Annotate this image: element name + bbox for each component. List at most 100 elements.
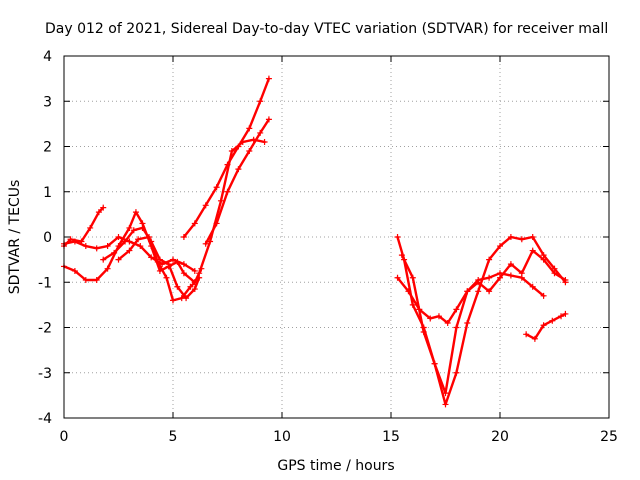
data-point — [529, 247, 536, 254]
data-point — [453, 306, 460, 313]
data-point — [486, 288, 493, 295]
data-point — [132, 209, 139, 216]
data-point — [174, 283, 181, 290]
data-point — [464, 288, 471, 295]
data-point — [163, 274, 170, 281]
data-point — [191, 286, 198, 293]
data-point — [562, 276, 569, 283]
data-point — [82, 276, 89, 283]
data-point — [453, 369, 460, 376]
tick-layer: 0 5 10 15 20 25 -4 -3 -2 -1 0 1 2 3 4 — [38, 49, 618, 445]
data-point — [135, 236, 142, 243]
data-point — [191, 279, 198, 286]
data-point — [67, 236, 74, 243]
data-point — [405, 288, 412, 295]
data-point — [427, 315, 434, 322]
data-point — [178, 295, 185, 302]
series-track-8 — [196, 136, 268, 277]
data-point — [191, 267, 198, 274]
data-point — [93, 276, 100, 283]
data-point — [409, 274, 416, 281]
data-point — [126, 247, 133, 254]
data-point — [87, 224, 94, 231]
data-point — [93, 245, 100, 252]
data-point — [228, 148, 235, 155]
y-tick-label: 0 — [43, 230, 52, 246]
data-point — [100, 204, 107, 211]
data-point — [148, 254, 155, 261]
y-tick-label: 4 — [43, 49, 52, 65]
data-point — [442, 401, 449, 408]
data-point — [104, 265, 111, 272]
series-track-5 — [115, 234, 198, 304]
series-line — [400, 249, 567, 395]
series-line — [62, 206, 105, 248]
data-point — [398, 252, 405, 259]
data-point — [139, 224, 146, 231]
data-point — [207, 238, 214, 245]
series-track-1 — [61, 234, 198, 274]
x-tick-label: 15 — [382, 429, 400, 445]
data-point — [100, 256, 107, 263]
data-point — [257, 98, 264, 105]
data-point — [442, 390, 449, 397]
series-track-11 — [398, 247, 569, 397]
data-point — [475, 279, 482, 286]
data-point — [130, 227, 137, 234]
data-point — [95, 209, 102, 216]
data-point — [250, 136, 257, 143]
data-point — [115, 234, 122, 240]
data-point — [191, 220, 198, 227]
data-point — [265, 75, 272, 82]
data-point — [165, 261, 172, 268]
data-point — [235, 166, 242, 173]
series-track-6 — [180, 75, 272, 240]
data-point — [180, 234, 187, 240]
data-point — [394, 274, 401, 281]
y-tick-label: -3 — [38, 366, 52, 382]
data-point — [507, 234, 514, 240]
x-tick-label: 25 — [600, 429, 618, 445]
series-line — [101, 226, 201, 300]
data-point — [453, 324, 460, 331]
y-axis-label: SDTVAR / TECUs — [7, 180, 23, 295]
data-point — [431, 360, 438, 367]
y-tick-label: -4 — [38, 411, 52, 427]
series-line — [396, 235, 567, 406]
data-point — [239, 138, 246, 145]
data-point — [475, 288, 482, 295]
data-point — [202, 202, 209, 209]
data-point — [71, 267, 78, 274]
x-tick-label: 5 — [169, 429, 178, 445]
data-point — [394, 234, 401, 240]
y-tick-label: -1 — [38, 275, 52, 291]
data-point — [196, 270, 203, 277]
data-point — [82, 243, 89, 250]
chart-title: Day 012 of 2021, Sidereal Day-to-day VTE… — [45, 21, 608, 37]
data-point — [170, 256, 176, 263]
data-point — [213, 184, 220, 191]
series-line — [197, 138, 266, 275]
x-tick-label: 0 — [60, 429, 69, 445]
data-point — [137, 243, 144, 250]
data-point — [180, 261, 187, 268]
data-point — [444, 319, 451, 326]
data-point — [265, 116, 272, 123]
data-point — [111, 249, 118, 256]
data-point — [540, 322, 547, 329]
x-tick-label: 20 — [491, 429, 509, 445]
data-point — [104, 243, 111, 250]
series-track-2 — [61, 204, 107, 250]
series-line — [62, 210, 203, 284]
data-point — [146, 234, 153, 240]
data-point — [531, 335, 538, 342]
data-point — [261, 138, 268, 145]
data-point — [518, 236, 525, 243]
data-point — [529, 283, 536, 290]
grid-layer — [64, 56, 609, 418]
x-tick-label: 10 — [273, 429, 291, 445]
data-point — [486, 256, 493, 263]
data-point — [154, 258, 161, 265]
data-point — [507, 272, 514, 279]
data-point — [78, 238, 85, 245]
